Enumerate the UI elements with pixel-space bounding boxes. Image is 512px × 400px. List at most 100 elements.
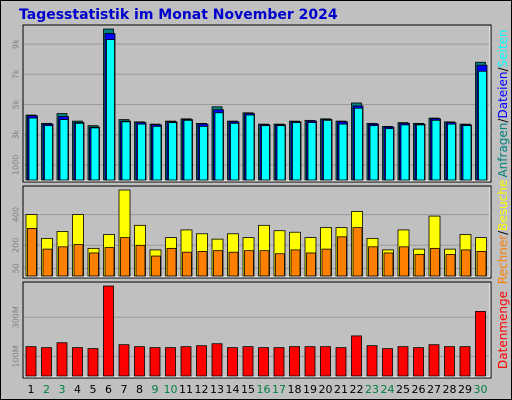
y-axis-label-part: Anfragen [496, 123, 510, 178]
bar-seiten [152, 125, 162, 181]
bar-datenmenge [56, 342, 68, 377]
x-tick-label: 3 [59, 383, 66, 396]
x-tick-label: 1 [28, 383, 35, 396]
bar-datenmenge [25, 346, 37, 377]
bar-seiten [44, 125, 53, 181]
bar-rechner [27, 227, 37, 277]
bar-rechner [58, 246, 68, 277]
y-axis-label: Rechner/Besuche [496, 180, 510, 284]
bar-datenmenge [134, 346, 145, 377]
bar-seiten [462, 125, 472, 181]
bar-datenmenge [273, 347, 285, 377]
bar-seiten [338, 123, 348, 181]
y-tick-label: 5k [12, 99, 21, 109]
y-tick-label: 7k [12, 69, 21, 79]
bar-rechner [399, 246, 409, 277]
x-tick-label: 27 [427, 383, 441, 396]
bar-rechner [151, 255, 161, 277]
bar-seiten [478, 70, 487, 181]
bar-datenmenge [242, 346, 254, 377]
y-tick-label: 50 [12, 263, 21, 273]
plot-area [22, 24, 492, 183]
bar-seiten [90, 127, 100, 181]
bar-seiten [28, 117, 38, 181]
bar-datenmenge [196, 345, 207, 377]
y-axis-label-part: / [496, 67, 510, 72]
bar-seiten [292, 122, 301, 181]
bar-rechner [368, 246, 378, 277]
bar-datenmenge [41, 347, 52, 377]
bar-rechner [275, 253, 285, 277]
bar-rechner [476, 251, 487, 277]
x-tick-label: 13 [210, 383, 224, 396]
x-tick-label: 24 [381, 383, 395, 396]
bar-datenmenge [87, 348, 99, 377]
bar-seiten [400, 124, 410, 181]
bar-rechner [228, 251, 239, 277]
y-axis-label-part: Dateien [496, 72, 510, 119]
bar-datenmenge [304, 346, 316, 377]
bar-seiten [307, 122, 317, 181]
bar-seiten [199, 125, 208, 181]
bar-rechner [445, 254, 456, 277]
bar-seiten [276, 125, 286, 181]
y-axis-label-part: Rechner [496, 235, 510, 284]
bar-rechner [197, 251, 208, 277]
bar-seiten [447, 123, 456, 181]
bar-datenmenge [382, 348, 393, 377]
bar-seiten [230, 122, 239, 181]
x-tick-label: 26 [412, 383, 426, 396]
x-tick-label: 16 [257, 383, 271, 396]
x-tick-label: 9 [152, 383, 159, 396]
bar-seiten [245, 114, 255, 181]
bar-seiten [121, 121, 131, 181]
plot-area [22, 281, 492, 379]
bar-seiten [59, 119, 69, 181]
bar-rechner [430, 247, 440, 277]
chart-panel-3: 100M 300M Datenmenge [12, 281, 510, 379]
bar-datenmenge [103, 285, 114, 377]
y-tick-label: 300M [12, 306, 21, 328]
bar-datenmenge [289, 346, 300, 377]
x-tick-label: 11 [179, 383, 193, 396]
x-tick-label: 28 [443, 383, 457, 396]
bar-datenmenge [459, 346, 471, 377]
bar-rechner [337, 236, 347, 277]
x-tick-label: 22 [350, 383, 364, 396]
y-tick-label: 3k [12, 129, 21, 139]
bar-rechner [166, 247, 177, 277]
bar-datenmenge [397, 346, 409, 377]
y-axis-label: Datenmenge [496, 291, 510, 369]
bar-rechner [135, 244, 146, 277]
bar-datenmenge [351, 335, 362, 377]
bar-rechner [120, 237, 130, 277]
y-axis-label-part: / [496, 118, 510, 123]
y-axis-label-part: / [496, 230, 510, 235]
bar-datenmenge [366, 345, 378, 377]
bar-datenmenge [227, 347, 238, 377]
x-tick-label: 10 [164, 383, 178, 396]
bar-seiten [75, 122, 84, 181]
x-tick-label: 30 [474, 383, 488, 396]
y-tick-label: 9k [12, 39, 21, 49]
x-tick-label: 5 [90, 383, 97, 396]
bar-seiten [137, 123, 146, 181]
bar-datenmenge [149, 347, 161, 377]
bar-seiten [416, 124, 425, 181]
bar-seiten [183, 119, 193, 181]
bar-rechner [414, 254, 425, 277]
bar-rechner [42, 248, 53, 277]
chart-panel-2: 50 200 400 Rechner/Besuche [12, 180, 510, 284]
bar-rechner [244, 250, 254, 277]
bar-seiten [214, 112, 224, 181]
x-tick-label: 14 [226, 383, 240, 396]
bar-seiten [261, 125, 270, 181]
plot-area [22, 185, 492, 279]
page-title: Tagesstatistik im Monat November 2024 [19, 7, 338, 23]
bar-datenmenge [444, 346, 455, 377]
bar-rechner [73, 244, 84, 277]
x-tick-label: 12 [195, 383, 209, 396]
bar-seiten [168, 122, 177, 181]
